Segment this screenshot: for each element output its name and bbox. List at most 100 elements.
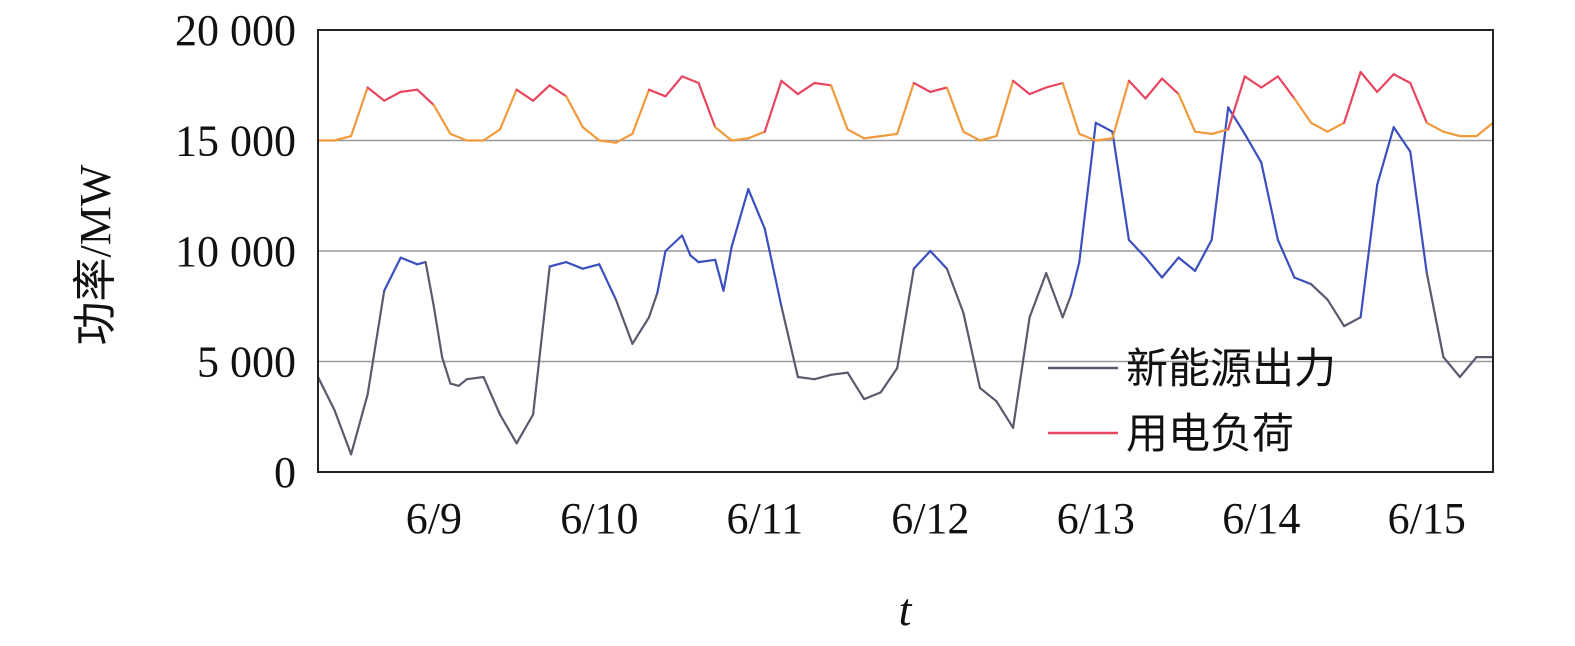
y-axis-title: 功率/MW: [71, 164, 120, 345]
electric-load-segment: [829, 84, 849, 131]
x-tick-label: 6/11: [727, 494, 804, 543]
renewable-output-segment: [1061, 294, 1073, 319]
renewable-output-segment: [350, 393, 369, 456]
electric-load-segment: [1160, 77, 1180, 96]
renewable-output-segment: [449, 382, 460, 387]
electric-load-segment: [862, 135, 882, 140]
renewable-output-segment: [829, 371, 849, 376]
renewable-output-segment: [722, 245, 733, 292]
electric-load-segment: [962, 130, 982, 142]
renewable-output-segment: [689, 254, 700, 264]
renewable-output-segment: [1425, 272, 1445, 359]
electric-load-segment: [945, 86, 965, 133]
renewable-output-segment: [1243, 132, 1263, 164]
electric-load-segment: [350, 86, 369, 138]
electric-load-segment: [548, 84, 568, 98]
electric-load-segment: [763, 79, 783, 133]
x-axis-title: t: [899, 584, 913, 635]
electric-load-segment: [1276, 75, 1296, 100]
electric-load-segment: [531, 84, 551, 102]
renewable-output-segment: [441, 356, 452, 385]
renewable-output-segment: [1028, 272, 1048, 319]
electric-load-segment: [1342, 70, 1362, 124]
electric-load-segment: [1243, 75, 1263, 89]
electric-load-segment: [978, 135, 998, 142]
renewable-output-segment: [978, 386, 998, 403]
electric-load-segment: [714, 126, 733, 142]
renewable-output-segment: [1392, 126, 1412, 153]
renewable-output-segment: [714, 258, 725, 292]
renewable-output-segment: [432, 305, 444, 359]
legend-label-load: 用电负荷: [1126, 409, 1294, 458]
renewable-output-segment: [631, 316, 651, 345]
renewable-output-segment: [1210, 106, 1230, 241]
electric-load-segment: [631, 88, 651, 135]
renewable-output-segment: [647, 291, 659, 319]
y-tick-label: 10 000: [175, 227, 296, 276]
renewable-output-segment: [548, 261, 568, 268]
electric-load-segment: [1177, 92, 1197, 133]
y-tick-label: 5 000: [197, 338, 296, 387]
renewable-output-segment: [896, 267, 915, 370]
electric-load-segment: [912, 81, 932, 94]
electric-load-segment: [747, 130, 766, 140]
electric-load-segment: [647, 88, 667, 98]
electric-load-segment: [383, 90, 402, 102]
electric-load-segment: [1011, 79, 1031, 96]
renewable-output-segment: [1069, 261, 1081, 297]
series-electric-load: [316, 70, 1495, 144]
y-tick-label: 0: [274, 448, 296, 497]
electric-load-segment: [482, 128, 502, 142]
renewable-output-segment: [531, 265, 551, 416]
renewable-output-segment: [1045, 272, 1064, 319]
electric-load-segment: [879, 132, 899, 138]
electric-load-segment: [515, 88, 535, 102]
renewable-output-segment: [1458, 356, 1478, 379]
electric-load-segment: [680, 75, 700, 85]
renewable-output-segment: [598, 263, 618, 301]
renewable-output-segment: [1160, 256, 1180, 279]
grid-lines: [318, 139, 1493, 363]
electric-load-segment: [780, 79, 800, 96]
y-tick-label: 15 000: [175, 117, 296, 166]
renewable-output-segment: [1078, 121, 1097, 264]
electric-load-segment: [1094, 137, 1114, 142]
renewable-output-segment: [763, 227, 783, 308]
renewable-output-segment: [1144, 256, 1164, 279]
electric-load-segment: [1475, 121, 1495, 138]
renewable-output-segment: [333, 409, 353, 456]
renewable-output-segment: [929, 249, 949, 270]
electric-load-segment: [1326, 121, 1346, 133]
x-tick-labels: 6/9 6/10 6/11 6/12 6/13 6/14 6/15: [406, 494, 1466, 543]
renewable-output-segment: [316, 375, 336, 412]
electric-load-segment: [995, 79, 1015, 138]
electric-load-segment: [664, 75, 684, 98]
renewable-output-segment: [796, 375, 816, 381]
renewable-output-segment: [482, 375, 502, 416]
electric-load-segment: [1061, 81, 1081, 135]
electric-load-segment: [1144, 77, 1164, 100]
renewable-output-segment: [1177, 256, 1197, 272]
renewable-output-segment: [515, 413, 535, 445]
electric-load-segment: [730, 137, 750, 142]
electric-load-segment: [1293, 97, 1313, 124]
electric-load-segment: [1111, 79, 1131, 140]
electric-load-segment: [1409, 81, 1428, 124]
electric-load-segment: [366, 86, 386, 102]
renewable-output-segment: [846, 371, 866, 401]
renewable-output-segment: [995, 400, 1015, 429]
renewable-output-segment: [1276, 238, 1296, 279]
electric-load-segment: [1425, 121, 1445, 133]
renewable-output-segment: [1127, 238, 1147, 259]
renewable-output-segment: [1094, 121, 1114, 133]
electric-load-segment: [1127, 79, 1147, 100]
electric-load-segment: [565, 95, 584, 129]
renewable-output-segment: [1442, 356, 1462, 379]
electric-load-segment: [416, 88, 435, 107]
renewable-output-segment: [1011, 316, 1031, 429]
x-tick-label: 6/10: [560, 494, 638, 543]
electric-load-segment: [1309, 121, 1329, 133]
renewable-output-segment: [565, 261, 584, 270]
electric-load-segment: [333, 135, 353, 142]
